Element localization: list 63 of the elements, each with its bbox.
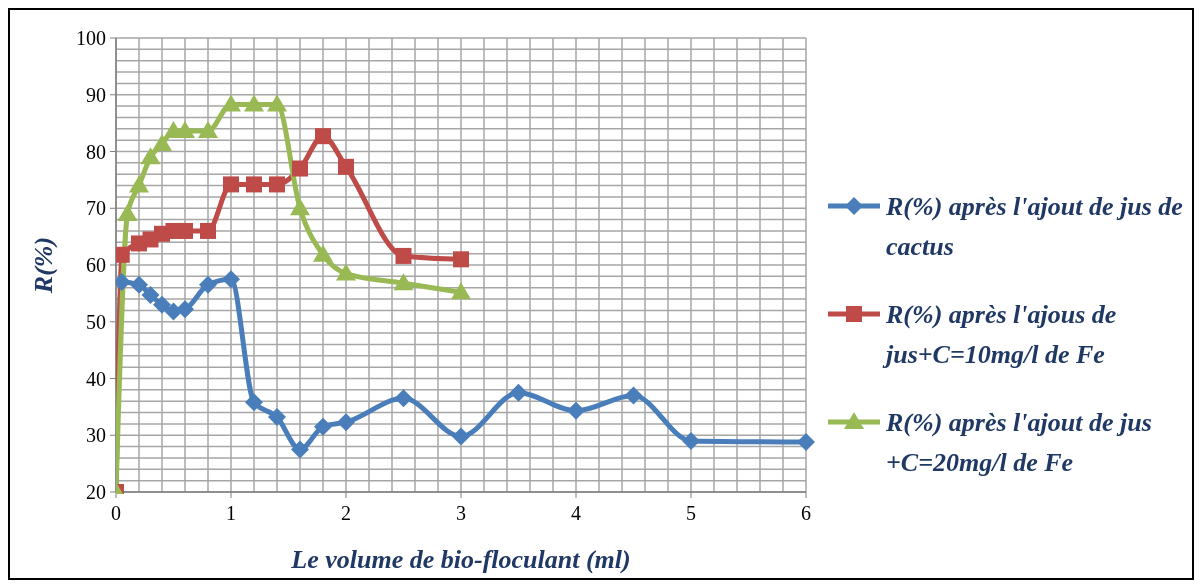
y-tick-label: 80 [86,140,106,163]
y-tick-label: 90 [86,83,106,106]
point [451,282,471,300]
x-tick-label: 0 [111,502,121,524]
y-tick-label: 100 [76,27,106,49]
x-tick-label: 2 [341,502,351,524]
legend-label: R(%) après l'ajout de jus de cactus [885,192,1183,261]
point [567,401,585,420]
point [222,270,240,289]
x-tick-label: 6 [801,502,811,524]
point [338,158,354,175]
point [153,295,171,314]
legend-label: R(%) après l'ajout de jus +C=20mg/l de Fe [885,408,1152,477]
point [129,175,149,193]
point [290,198,310,216]
point [797,433,815,452]
point [336,263,356,281]
x-tick-label: 3 [456,502,466,524]
point [395,247,412,264]
point [245,393,263,412]
point [176,300,194,319]
point [117,203,138,221]
point [267,94,287,112]
point [624,386,643,405]
point [453,251,469,268]
point [315,128,331,145]
point [291,440,309,459]
x-tick-label: 1 [226,502,236,524]
point [292,160,308,177]
x-axis-title: Le volume de bio-floculant (ml) [290,545,631,574]
point [221,94,241,112]
point [223,176,239,193]
point [452,427,470,446]
point [269,176,285,193]
point [337,413,355,432]
point [393,273,414,291]
point [394,389,413,408]
point [313,244,333,262]
point [130,275,148,294]
point [141,286,160,305]
point [199,275,217,294]
y-tick-label: 40 [86,367,106,390]
y-axis-title: R(%) [29,236,58,295]
y-tick-label: 50 [86,310,106,333]
x-tick-label: 5 [686,502,696,524]
point [509,383,528,402]
y-tick-label: 60 [86,254,106,276]
point [198,121,218,139]
point [116,246,130,263]
point [268,408,286,427]
point [246,176,262,193]
legend-label: R(%) après l'ajous de jus+C=10mg/l de Fe [882,300,1117,369]
point [314,417,332,436]
x-tick-label: 4 [571,502,581,524]
point [682,431,700,450]
point [177,222,193,239]
point [140,147,161,165]
point [200,222,216,239]
y-tick-label: 70 [86,197,106,220]
y-tick-label: 20 [86,481,106,503]
point [244,94,264,112]
point [152,134,172,152]
y-tick-label: 30 [86,424,106,447]
